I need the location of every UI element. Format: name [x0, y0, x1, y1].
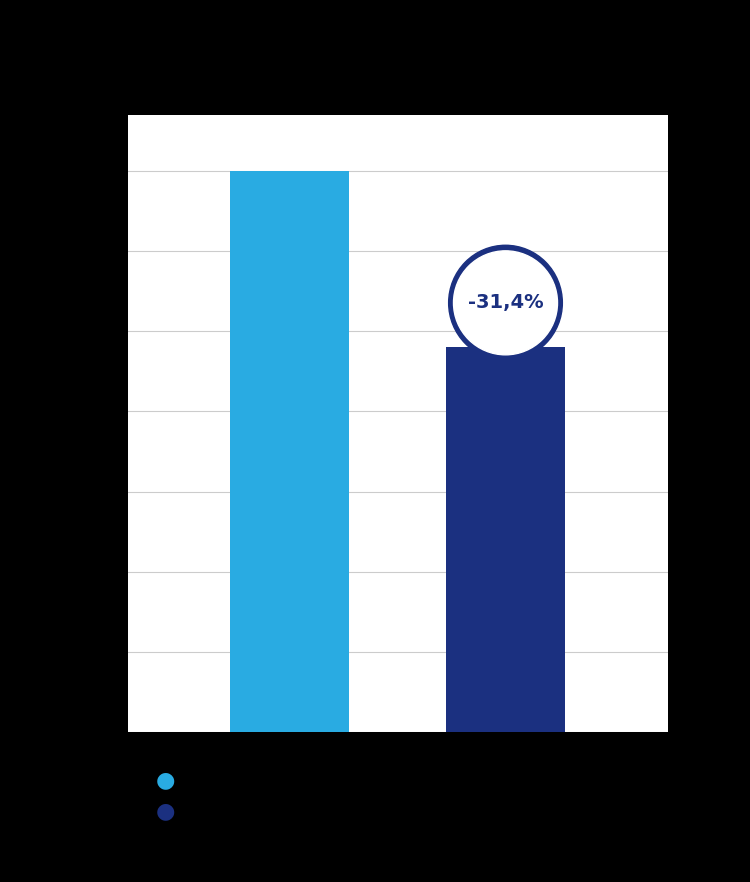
Text: ●: ● — [155, 771, 175, 790]
Text: -31,4%: -31,4% — [468, 294, 543, 312]
Ellipse shape — [454, 250, 557, 355]
Ellipse shape — [448, 245, 562, 361]
Text: ●: ● — [155, 802, 175, 821]
Bar — [446, 347, 565, 732]
Bar — [230, 171, 349, 732]
